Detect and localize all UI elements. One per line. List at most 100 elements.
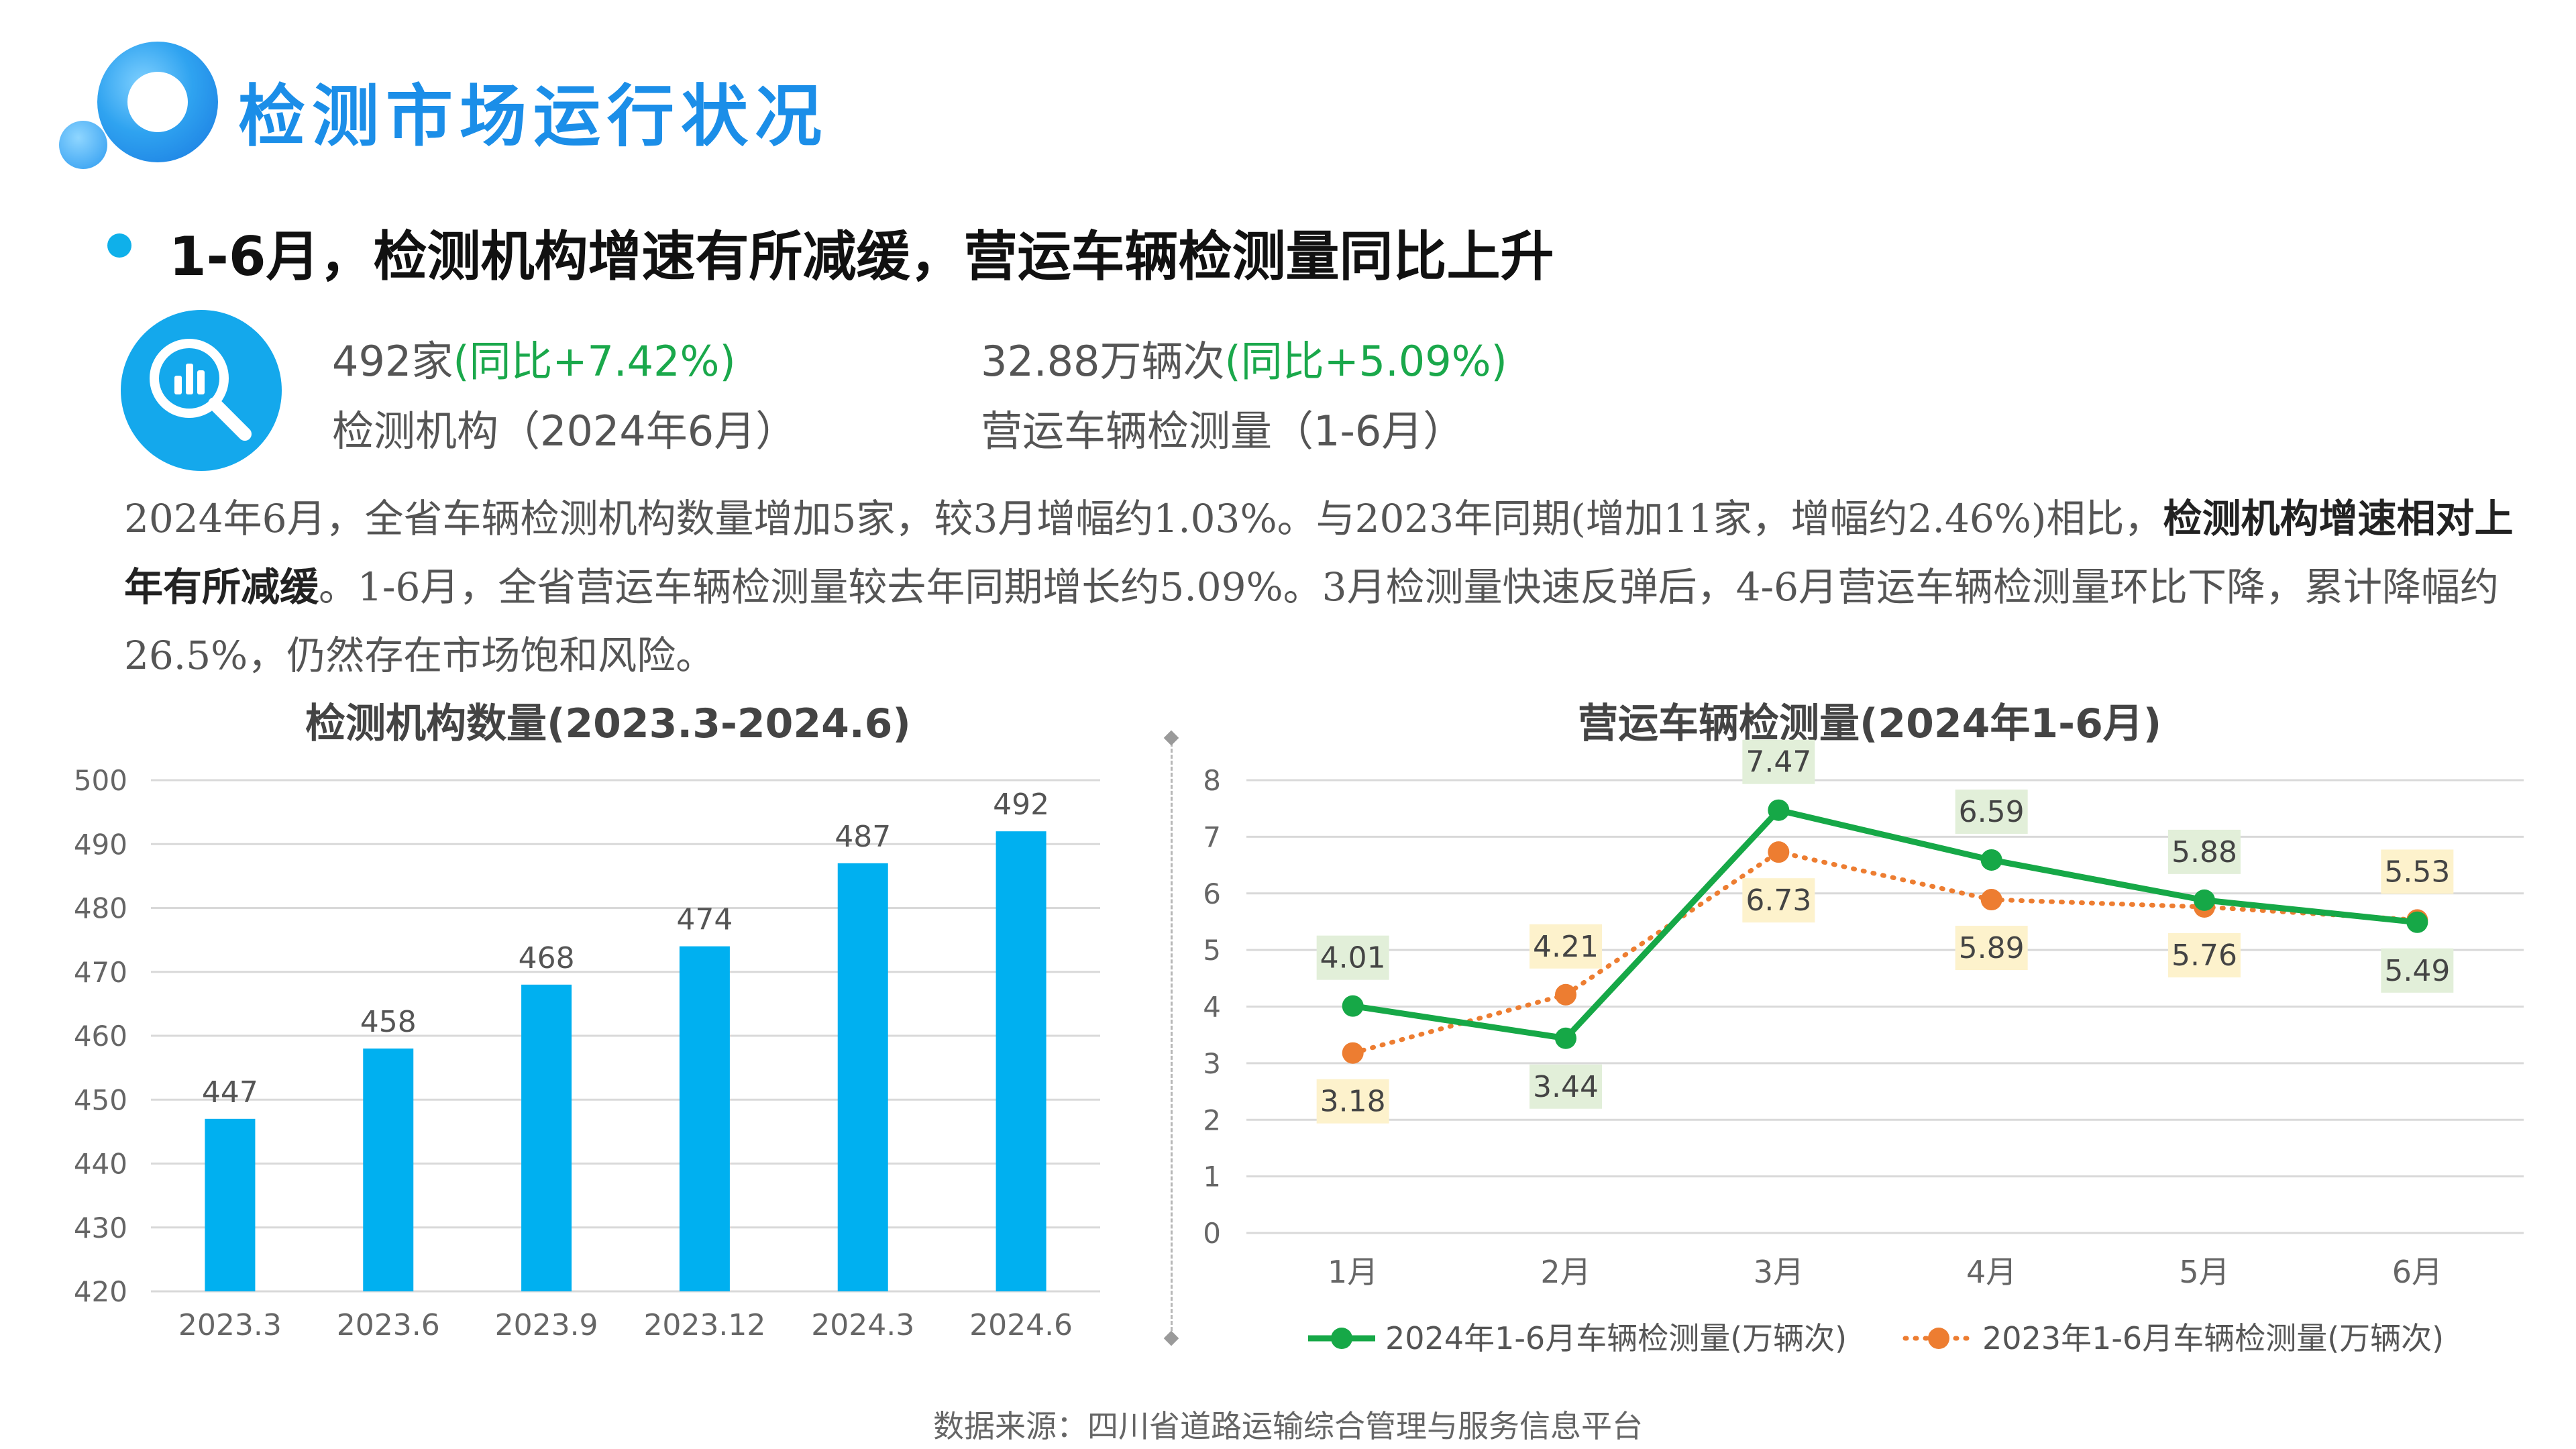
series-1-point-2 [1768,841,1790,863]
series-1-data-label-3: 5.89 [1959,931,2025,965]
data-source-note: 数据来源：四川省道路运输综合管理与服务信息平台 [933,1408,1643,1444]
kpi-institutions-change: (同比+7.42%) [453,337,736,386]
kpi-inspections-label: 营运车辆检测量（1-6月） [981,407,1465,455]
line-x-tick-5: 6月 [2392,1254,2443,1290]
legend-marker-1 [1928,1328,1949,1349]
series-0-point-3 [1980,849,2002,871]
line-y-tick-6: 6 [1203,877,1221,910]
series-1-data-label-2: 6.73 [1746,883,1811,918]
series-1-label-bg-0 [1316,1079,1389,1124]
bar-0 [205,1118,256,1291]
logo-ring-icon [97,42,218,162]
series-0-point-2 [1768,799,1790,821]
bar-x-tick-5: 2024.6 [969,1308,1073,1342]
series-0-point-4 [2194,889,2215,911]
line-y-tick-4: 4 [1203,991,1221,1024]
bar-x-tick-1: 2023.6 [337,1308,440,1342]
series-0-label-bg-2 [1742,739,1815,784]
legend-label-1: 2023年1-6月车辆检测量(万辆次) [1982,1320,2444,1356]
series-0-point-0 [1342,995,1364,1017]
bar-value-label-0: 447 [202,1075,258,1110]
line-y-tick-7: 7 [1203,820,1221,853]
bar-value-label-3: 474 [676,903,733,937]
series-1-label-bg-3 [1955,926,2028,971]
bar-3 [679,946,730,1291]
series-1-label-bg-5 [2381,849,2454,894]
bar-2 [521,984,572,1291]
series-0-label-bg-5 [2381,948,2454,993]
summary-paragraph: 2024年6月，全省车辆检测机构数量增加5家，较3月增幅约1.03%。与2023… [124,484,2519,690]
series-1-label-bg-2 [1742,878,1815,923]
bar-value-label-4: 487 [835,820,891,854]
series-0-label-bg-4 [2168,829,2241,874]
kpi-institutions-number: 492家 [332,337,453,386]
series-1-data-label-4: 5.76 [2171,938,2237,973]
line-y-tick-2: 2 [1203,1104,1221,1136]
series-0-data-label-3: 6.59 [1959,795,2025,829]
series-0-data-label-0: 4.01 [1320,941,1386,975]
line-y-tick-3: 3 [1203,1047,1221,1080]
paragraph-part-1: 2024年6月，全省车辆检测机构数量增加5家，较3月增幅约1.03%。与2023… [124,496,2163,541]
line-x-tick-2: 3月 [1754,1254,1804,1290]
section-subtitle: 1-6月，检测机构增速有所减缓，营运车辆检测量同比上升 [169,225,1554,288]
bar-y-tick-2: 440 [74,1148,127,1181]
magnifier-chart-icon [150,339,252,441]
bar-x-tick-2: 2023.9 [495,1308,598,1342]
bar-y-tick-4: 460 [74,1020,127,1053]
chart-divider [1171,737,1173,1337]
bar-x-tick-3: 2023.12 [643,1308,765,1342]
bar-y-tick-8: 500 [74,764,127,797]
kpi-inspections-number: 32.88万辆次 [981,337,1225,386]
line-chart-title: 营运车辆检测量(2024年1-6月) [1578,700,2162,747]
line-x-tick-0: 1月 [1328,1254,1378,1290]
bar-4 [837,863,888,1291]
line-x-tick-3: 4月 [1966,1254,2017,1290]
legend-label-0: 2024年1-6月车辆检测量(万辆次) [1385,1320,1847,1356]
page-title: 检测市场运行状况 [238,77,828,156]
paragraph-part-2: 。1-6月，全省营运车辆检测量较去年同期增长约5.09%。3月检测量快速反弹后，… [124,564,2499,678]
bar-1 [363,1049,414,1291]
logo-small-circle [59,121,107,169]
line-y-tick-5: 5 [1203,934,1221,967]
series-0-label-bg-1 [1529,1064,1602,1109]
series-0-point-5 [2406,911,2428,933]
series-1-point-3 [1980,889,2002,911]
bar-value-label-1: 458 [360,1005,417,1039]
kpi-institutions-value: 492家(同比+7.42%) [332,327,736,388]
series-0-data-label-5: 5.49 [2384,954,2450,988]
line-y-tick-8: 8 [1203,764,1221,797]
series-line-1 [1350,849,2420,1056]
series-0-label-bg-3 [1955,789,2028,834]
series-1-point-1 [1555,983,1576,1006]
bar-value-label-2: 468 [519,941,575,975]
series-1-label-bg-4 [2168,933,2241,977]
paragraph-bold: 检测机构增速相对上年有所减缓 [124,496,2514,610]
series-1-data-label-0: 3.18 [1320,1085,1386,1119]
series-0-data-label-4: 5.88 [2171,835,2237,869]
bar-x-tick-4: 2024.3 [811,1308,914,1342]
legend-marker-0 [1331,1328,1352,1349]
line-x-tick-4: 5月 [2179,1254,2229,1290]
bar-value-label-5: 492 [993,788,1049,822]
line-y-tick-0: 0 [1203,1217,1221,1250]
line-x-tick-1: 2月 [1540,1254,1591,1290]
bar-y-tick-6: 480 [74,892,127,925]
series-1-point-0 [1342,1042,1364,1064]
series-0-label-bg-0 [1316,935,1389,980]
bar-y-tick-0: 420 [74,1275,127,1308]
series-0-data-label-2: 7.47 [1746,745,1811,780]
bullet-dot [107,233,131,258]
bar-y-tick-1: 430 [74,1212,127,1244]
series-1-data-label-5: 5.53 [2384,855,2450,889]
kpi-institutions-label: 检测机构（2024年6月） [332,407,798,455]
bar-y-tick-3: 450 [74,1083,127,1116]
kpi-inspections-change: (同比+5.09%) [1224,337,1507,386]
search-chart-icon [121,310,282,471]
series-1-label-bg-1 [1529,924,1602,969]
series-0-point-1 [1555,1027,1576,1049]
bar-chart-title: 检测机构数量(2023.3-2024.6) [305,700,911,747]
bar-y-tick-5: 470 [74,956,127,989]
bar-x-tick-0: 2023.3 [178,1308,282,1342]
